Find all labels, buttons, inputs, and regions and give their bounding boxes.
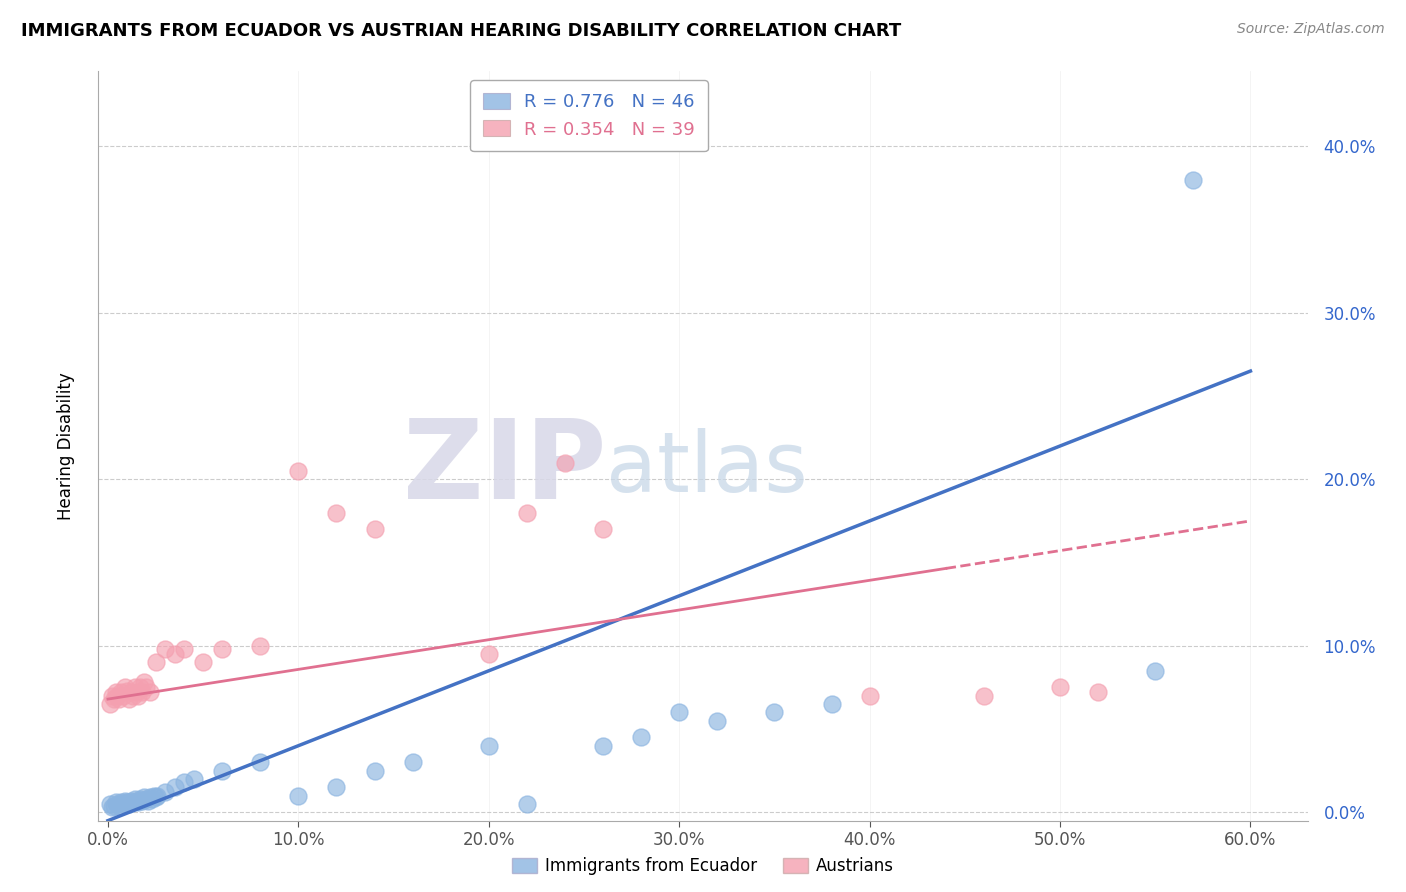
Point <box>1182 172 1205 186</box>
Point <box>516 506 538 520</box>
Point <box>141 792 163 806</box>
Point <box>124 681 146 695</box>
Point <box>287 464 309 478</box>
Point <box>973 689 995 703</box>
Point <box>363 764 385 778</box>
Point <box>145 790 167 805</box>
Point <box>124 792 146 806</box>
Point <box>104 685 127 699</box>
Point <box>127 795 149 809</box>
Point <box>120 794 142 808</box>
Point <box>153 785 176 799</box>
Point <box>763 706 786 720</box>
Point <box>112 689 135 703</box>
Y-axis label: Hearing Disability: Hearing Disability <box>56 372 75 520</box>
Point <box>173 775 195 789</box>
Point <box>153 642 176 657</box>
Point <box>139 790 162 805</box>
Point <box>592 522 614 536</box>
Point <box>131 685 153 699</box>
Point <box>478 647 501 661</box>
Point <box>554 456 576 470</box>
Point <box>211 642 233 657</box>
Point <box>163 647 186 661</box>
Point <box>1049 681 1071 695</box>
Point <box>125 794 148 808</box>
Point <box>478 739 501 753</box>
Point <box>112 797 135 811</box>
Point <box>287 789 309 803</box>
Point <box>249 639 271 653</box>
Point <box>115 795 138 809</box>
Point <box>108 798 131 813</box>
Point <box>121 795 143 809</box>
Point <box>103 798 125 813</box>
Point <box>139 685 162 699</box>
Point <box>104 795 127 809</box>
Text: ZIP: ZIP <box>404 415 606 522</box>
Point <box>125 685 148 699</box>
Point <box>146 789 169 803</box>
Point <box>820 697 842 711</box>
Text: atlas: atlas <box>606 428 808 509</box>
Point <box>100 689 122 703</box>
Point <box>1087 685 1109 699</box>
Point <box>516 797 538 811</box>
Point <box>98 697 121 711</box>
Point <box>706 714 728 728</box>
Point <box>129 792 152 806</box>
Point <box>103 692 125 706</box>
Point <box>134 675 156 690</box>
Point <box>325 506 347 520</box>
Point <box>249 756 271 770</box>
Point <box>107 689 129 703</box>
Point <box>98 797 121 811</box>
Point <box>135 681 157 695</box>
Point <box>145 656 167 670</box>
Point <box>325 780 347 795</box>
Point <box>118 692 141 706</box>
Point <box>630 731 652 745</box>
Point <box>135 792 157 806</box>
Point <box>108 692 131 706</box>
Point <box>127 689 149 703</box>
Point <box>121 689 143 703</box>
Point <box>129 681 152 695</box>
Point <box>183 772 205 786</box>
Text: Source: ZipAtlas.com: Source: ZipAtlas.com <box>1237 22 1385 37</box>
Point <box>114 794 136 808</box>
Point <box>118 797 141 811</box>
Point <box>131 794 153 808</box>
Point <box>107 797 129 811</box>
Point <box>110 685 132 699</box>
Point <box>173 642 195 657</box>
Point <box>120 685 142 699</box>
Point <box>115 683 138 698</box>
Point <box>100 800 122 814</box>
Point <box>191 656 214 670</box>
Legend: R = 0.776   N = 46, R = 0.354   N = 39: R = 0.776 N = 46, R = 0.354 N = 39 <box>470 80 707 152</box>
Point <box>668 706 690 720</box>
Point <box>401 756 423 770</box>
Point <box>592 739 614 753</box>
Point <box>142 789 165 803</box>
Point <box>114 681 136 695</box>
Legend: Immigrants from Ecuador, Austrians: Immigrants from Ecuador, Austrians <box>503 849 903 884</box>
Point <box>163 780 186 795</box>
Point <box>363 522 385 536</box>
Point <box>211 764 233 778</box>
Point <box>1144 664 1167 678</box>
Text: IMMIGRANTS FROM ECUADOR VS AUSTRIAN HEARING DISABILITY CORRELATION CHART: IMMIGRANTS FROM ECUADOR VS AUSTRIAN HEAR… <box>21 22 901 40</box>
Point <box>134 790 156 805</box>
Point <box>859 689 882 703</box>
Point <box>110 795 132 809</box>
Point <box>136 794 159 808</box>
